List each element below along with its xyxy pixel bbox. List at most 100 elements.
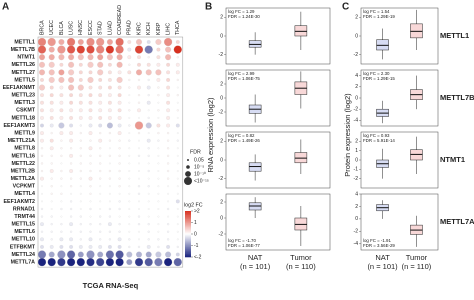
bubble [40,222,44,227]
bubble [117,100,122,105]
bubble [50,200,53,203]
bubble [40,245,44,249]
bubble [70,192,72,195]
bubble [167,147,170,150]
colorbar-step [185,225,191,228]
bubble [89,200,92,203]
y-tick-label: -2 [354,176,359,182]
bubble [166,245,171,249]
bubble [69,123,73,128]
bubble [59,108,64,113]
bubble [157,162,160,165]
bubble [128,63,131,66]
column-label: BLCA [59,21,65,35]
bubble [164,37,173,47]
plot-frame [37,36,184,268]
bubble [156,62,161,67]
bubble [40,207,44,211]
bubble [166,70,171,75]
bubble [147,94,150,97]
bubble [147,208,150,210]
bubble [86,45,95,54]
annotation: log FC = 0.82 [228,133,255,138]
bubble [116,61,123,68]
bubble [89,192,92,195]
bubble [87,61,94,68]
bubble [156,123,161,128]
bubble [60,147,63,150]
bubble [96,45,105,54]
bubble [147,169,150,173]
bubble [40,138,44,143]
bubble [128,245,131,249]
bubble [38,84,45,91]
bubble [128,177,131,180]
row-label: METTL18 [11,115,35,121]
bubble [134,121,144,130]
bubble [166,115,171,120]
bubble [50,230,53,233]
y-tick-label: 0 [355,216,358,222]
bubble [109,147,111,150]
bubble [107,93,112,98]
column-label: THCA [175,20,181,35]
bubble [68,69,75,76]
bubble [69,131,73,135]
bubble [147,230,150,233]
bubble [48,76,55,83]
bubble [89,223,92,226]
bubble [60,200,63,203]
bubble [50,131,53,135]
bubble [40,93,44,98]
bubble [167,154,170,157]
bubble [175,199,180,204]
bubble [157,86,160,89]
colorbar-step [185,215,191,218]
bubble [157,245,160,249]
bubble [108,207,111,211]
bubble [107,100,112,105]
bubble [128,147,131,150]
y-tick-label: 0 [220,215,223,221]
bubble [147,223,150,226]
row-label: METTL6 [14,229,35,235]
row-label: METTL27 [11,70,35,76]
bubble [69,108,73,113]
colorbar-step [185,239,191,242]
row-label: CSKMT [16,108,36,114]
bubble [48,251,55,258]
row-label: NTMT1 [17,55,35,61]
bubble [137,62,141,67]
x-tick-label: (n = 101) [240,262,271,271]
y-tick-label: 4 [355,73,358,79]
bubble [176,147,179,150]
row-label: RRNAD1 [13,206,35,212]
bubble [40,154,44,157]
annotation: log FC = 2.30 [363,71,390,76]
bubble [98,93,103,98]
legend-label: 10⁻¹⁰ [194,171,206,177]
colorbar-step [185,253,191,255]
colorbar-step [185,232,191,235]
y-tick-label: 2 [355,15,358,21]
y-tick-label: 0 [355,95,358,101]
bubble [138,147,140,150]
bubble [106,38,113,45]
bubble [88,93,93,98]
bubble [137,185,141,188]
bubble [147,132,150,134]
bubble [49,108,54,113]
panel-label: B [205,2,212,13]
bubble [49,169,54,173]
bubble [49,115,54,120]
bubble [38,69,45,76]
bubble [79,147,82,150]
bubble [155,38,162,45]
bubble [157,192,160,195]
bubble [155,251,162,258]
bubble [127,70,132,75]
subplot-frame [225,193,331,251]
bubble [79,223,82,226]
gene-label: METTL1 [440,31,469,40]
bubble [107,78,112,82]
